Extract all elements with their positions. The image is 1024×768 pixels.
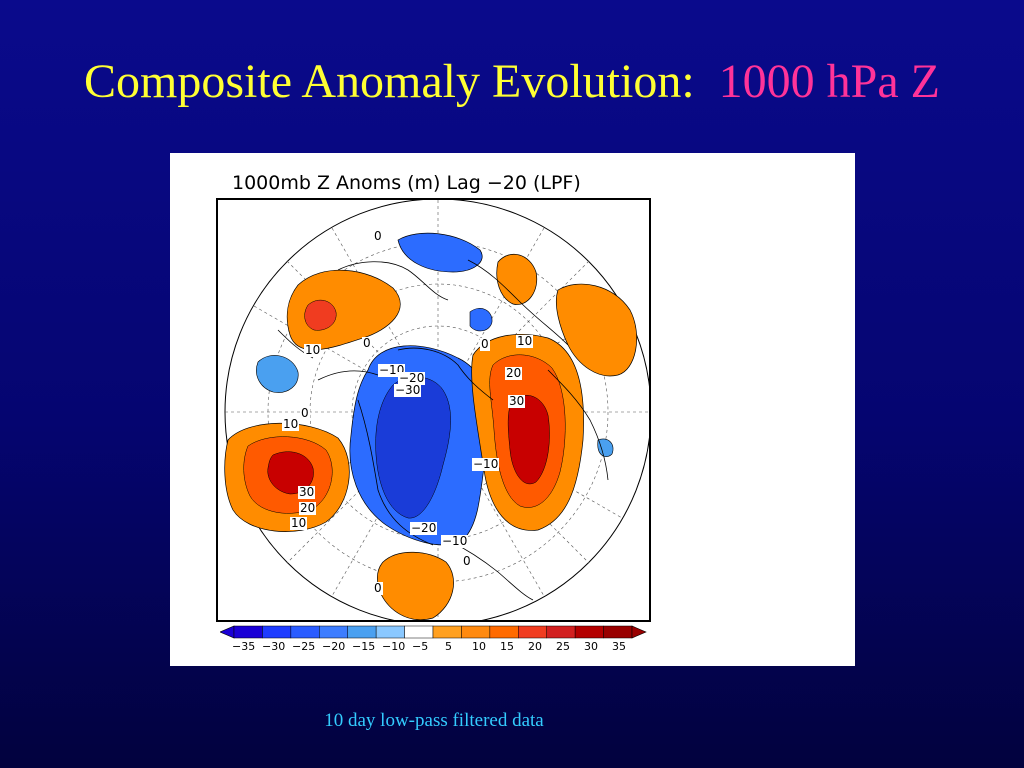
- small-negative-b: [469, 308, 493, 332]
- europe-positive-core: [304, 299, 337, 331]
- contour-label: 10: [282, 417, 300, 431]
- contour-label: 10: [304, 343, 322, 357]
- colorbar-tick: −5: [412, 640, 429, 653]
- colorbar-tick: −20: [322, 640, 346, 653]
- contour-label: 20: [299, 501, 317, 515]
- colorbar-tick: 10: [472, 640, 486, 653]
- east-positive: [555, 283, 637, 377]
- slide-caption: 10 day low-pass filtered data: [324, 710, 544, 731]
- colorbar-tick-labels: −35 −30 −25 −20 −15 −10 −5 5 10 15 20 25…: [232, 640, 636, 656]
- colorbar-tick: −35: [232, 640, 256, 653]
- colorbar-tick: 25: [556, 640, 570, 653]
- contour-label: 0: [373, 581, 383, 595]
- contour-label: 20: [505, 366, 523, 380]
- colorbar-cell: [262, 625, 292, 639]
- colorbar-cell: [603, 625, 633, 639]
- contour-label: 10: [290, 516, 308, 530]
- pacific-positive-core: [267, 451, 314, 495]
- colorbar-cell: [404, 625, 434, 639]
- colorbar-cell: [233, 625, 263, 639]
- small-negative-a: [256, 355, 299, 393]
- contour-label: −10: [472, 457, 500, 471]
- polar-negative-core: [375, 376, 451, 519]
- contour-label: 10: [516, 334, 534, 348]
- small-negative-c: [597, 438, 614, 457]
- contour-label: 0: [300, 406, 310, 420]
- colorbar-tick: 15: [500, 640, 514, 653]
- colorbar-left-arrow: [220, 625, 235, 639]
- contour-label: −20: [410, 521, 438, 535]
- contour-label: −10: [441, 534, 469, 548]
- slide-title: Composite Anomaly Evolution: 1000 hPa Z: [0, 52, 1024, 112]
- atlantic-positive-core: [507, 395, 550, 485]
- colorbar-tick: 35: [612, 640, 626, 653]
- colorbar-cell: [319, 625, 348, 639]
- colorbar-cell: [375, 625, 405, 639]
- colorbar-cell: [432, 625, 462, 639]
- colorbar-cell: [489, 625, 519, 639]
- colorbar-cell: [290, 625, 320, 639]
- colorbar-tick: −10: [382, 640, 406, 653]
- contour-label: 0: [462, 554, 472, 568]
- colorbar-tick: −30: [262, 640, 286, 653]
- greenland-positive: [496, 253, 538, 305]
- colorbar-cell: [574, 625, 604, 639]
- contour-label: 30: [508, 394, 526, 408]
- contour-label: −30: [394, 383, 422, 397]
- colorbar-cell: [546, 625, 576, 639]
- contour-label: 0: [373, 229, 383, 243]
- colorbar-cell: [461, 625, 491, 639]
- atlantic-negative: [397, 232, 483, 273]
- figure-title: 1000mb Z Anoms (m) Lag −20 (LPF): [232, 172, 581, 194]
- colorbar-cell: [518, 625, 547, 639]
- negative-anomalies: [256, 232, 614, 546]
- contour-label: 30: [298, 485, 316, 499]
- colorbar: [220, 625, 647, 639]
- colorbar-tick: −25: [292, 640, 316, 653]
- contour-label: −20: [398, 371, 426, 385]
- slide-title-accent: 1000 hPa Z: [718, 55, 940, 108]
- contour-label: 0: [480, 337, 490, 351]
- colorbar-tick: 30: [584, 640, 598, 653]
- colorbar-tick: 20: [528, 640, 542, 653]
- positive-anomalies: [224, 253, 637, 620]
- colorbar-tick: −15: [352, 640, 376, 653]
- slide-title-main: Composite Anomaly Evolution:: [84, 55, 695, 108]
- colorbar-cell: [347, 625, 377, 639]
- colorbar-right-arrow: [631, 625, 647, 639]
- colorbar-tick: 5: [445, 640, 452, 653]
- contour-label: 0: [362, 336, 372, 350]
- anomaly-map-graphic: [224, 200, 649, 620]
- polar-stereographic-map: 0 10 0 0 10 −10 −20 −30 20 30 10 0 −10 3…: [216, 198, 651, 622]
